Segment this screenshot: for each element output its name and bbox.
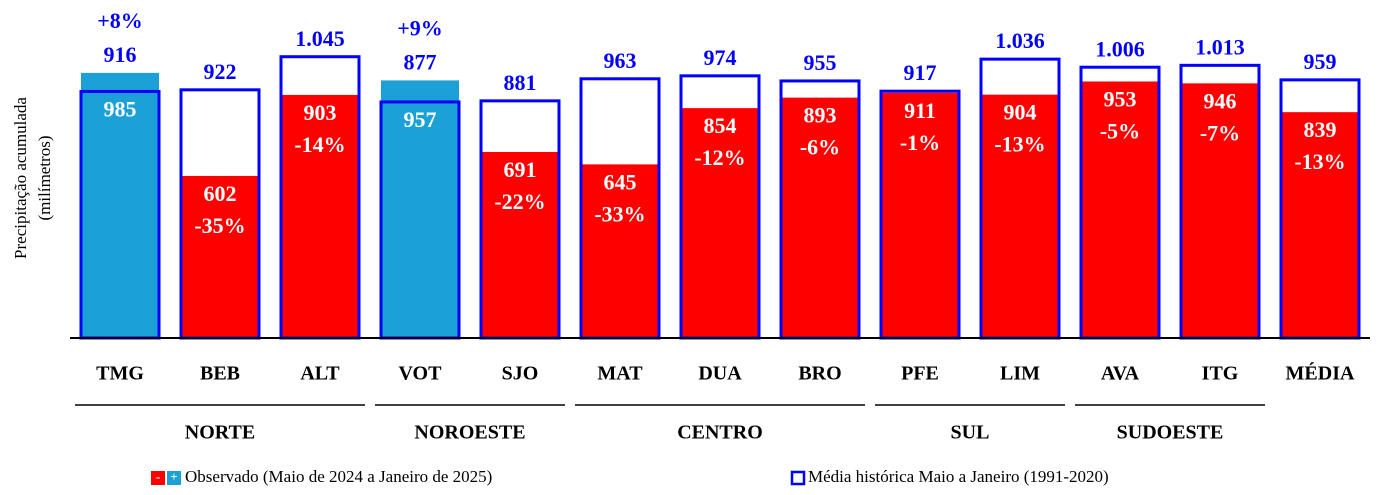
observed-label: 691 bbox=[504, 157, 537, 182]
x-tick-label: MÉDIA bbox=[1286, 362, 1355, 385]
observed-bar bbox=[581, 164, 659, 338]
legend-label: Média histórica Maio a Janeiro (1991-202… bbox=[808, 467, 1109, 486]
observed-label: 602 bbox=[204, 181, 237, 206]
historical-label: 881 bbox=[504, 70, 537, 95]
observed-bar bbox=[481, 152, 559, 338]
historical-label: 877 bbox=[404, 49, 437, 74]
change-label: -35% bbox=[194, 213, 245, 238]
x-tick-label: BEB bbox=[200, 363, 240, 385]
historical-label: 1.045 bbox=[295, 26, 345, 51]
x-tick-label: PFE bbox=[901, 363, 939, 385]
change-label: -6% bbox=[800, 135, 840, 160]
change-label: -14% bbox=[294, 132, 345, 157]
historical-label: 1.013 bbox=[1195, 34, 1245, 59]
historical-label: 955 bbox=[804, 50, 837, 75]
observed-bar bbox=[981, 94, 1059, 338]
historical-label: 1.036 bbox=[995, 28, 1045, 53]
observed-label: 904 bbox=[1004, 100, 1037, 125]
historical-label: 1.006 bbox=[1095, 36, 1145, 61]
observed-bar bbox=[81, 72, 159, 338]
observed-bar bbox=[881, 92, 959, 338]
observed-bar bbox=[1181, 83, 1259, 338]
x-tick-label: TMG bbox=[96, 363, 144, 385]
group-label: NORTE bbox=[185, 422, 255, 444]
x-tick-label: VOT bbox=[399, 363, 443, 385]
change-label: -5% bbox=[1100, 119, 1140, 144]
x-tick-label: ALT bbox=[300, 363, 340, 385]
change-label: -22% bbox=[494, 189, 545, 214]
observed-label: 953 bbox=[1104, 87, 1137, 112]
observed-bar bbox=[181, 175, 259, 338]
historical-label: 959 bbox=[1304, 49, 1337, 74]
x-tick-label: LIM bbox=[1000, 363, 1040, 385]
change-label: -7% bbox=[1200, 120, 1240, 145]
group-label: SUDOESTE bbox=[1117, 422, 1224, 444]
observed-bar bbox=[1081, 81, 1159, 339]
change-label: +8% bbox=[97, 8, 143, 33]
observed-label: 893 bbox=[804, 103, 837, 128]
observed-label: 957 bbox=[404, 107, 437, 132]
change-label: -33% bbox=[594, 201, 645, 226]
x-tick-label: MAT bbox=[597, 363, 643, 385]
x-tick-label: AVA bbox=[1101, 363, 1140, 385]
observed-label: 946 bbox=[1204, 88, 1237, 113]
observed-bar bbox=[381, 80, 459, 338]
change-label: -12% bbox=[694, 145, 745, 170]
change-label: -13% bbox=[1294, 149, 1345, 174]
legend-sign: + bbox=[170, 469, 177, 484]
historical-label: 917 bbox=[904, 60, 937, 85]
observed-label: 911 bbox=[904, 98, 936, 123]
y-axis-label: (milímetros) bbox=[35, 136, 54, 221]
change-label: -1% bbox=[900, 130, 940, 155]
observed-bar bbox=[781, 97, 859, 339]
change-label: -13% bbox=[994, 132, 1045, 157]
historical-label: 974 bbox=[704, 45, 737, 70]
group-label: CENTRO bbox=[677, 422, 763, 444]
group-label: SUL bbox=[951, 422, 990, 444]
observed-bar bbox=[681, 108, 759, 338]
observed-label: 854 bbox=[704, 113, 737, 138]
change-label: +9% bbox=[397, 15, 443, 40]
legend-swatch bbox=[790, 470, 806, 486]
historical-label: 963 bbox=[604, 48, 637, 73]
observed-bar bbox=[1281, 112, 1359, 339]
group-label: NOROESTE bbox=[414, 422, 525, 444]
x-tick-label: DUA bbox=[698, 363, 742, 385]
legend-label: Observado (Maio de 2024 a Janeiro de 202… bbox=[185, 467, 492, 486]
historical-label: 916 bbox=[104, 42, 137, 67]
legend-sign: - bbox=[156, 469, 160, 484]
observed-label: 985 bbox=[104, 96, 137, 121]
legend-swatch bbox=[151, 471, 165, 485]
observed-bar bbox=[281, 94, 359, 338]
legend-swatch bbox=[167, 471, 181, 485]
observed-label: 839 bbox=[1304, 117, 1337, 142]
observed-label: 645 bbox=[604, 169, 637, 194]
x-tick-label: SJO bbox=[502, 363, 539, 385]
historical-label: 922 bbox=[204, 59, 237, 84]
observed-label: 903 bbox=[304, 100, 337, 125]
y-axis-label: Precipitação acumulada bbox=[11, 97, 30, 259]
x-tick-label: ITG bbox=[1202, 363, 1239, 385]
x-tick-label: BRO bbox=[798, 363, 841, 385]
